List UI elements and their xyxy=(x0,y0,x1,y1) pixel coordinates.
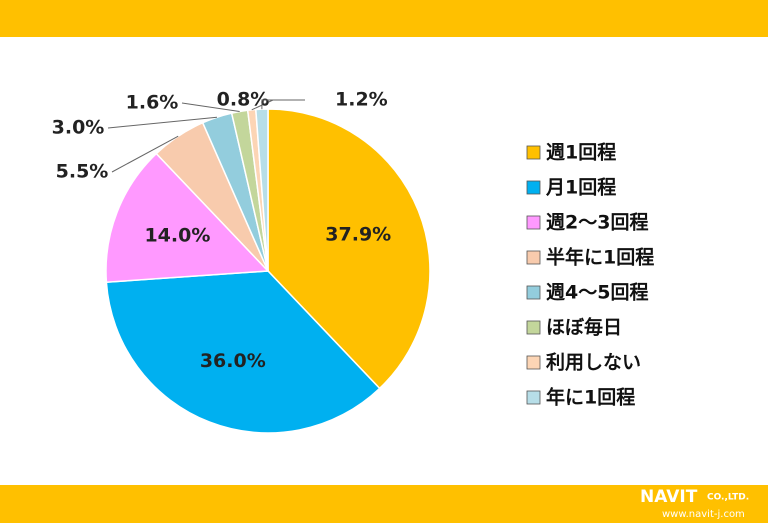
legend-swatch xyxy=(526,215,541,230)
data-label: 1.2% xyxy=(335,89,388,111)
legend-swatch xyxy=(526,250,541,265)
logo-url: www.navit-j.com xyxy=(662,509,745,520)
legend-swatch xyxy=(526,390,541,405)
bottom-band xyxy=(0,485,768,523)
leader-line xyxy=(261,99,305,110)
legend-label: 年に1回程 xyxy=(546,386,635,409)
data-label: 36.0% xyxy=(200,350,266,372)
legend-label: ほぼ毎日 xyxy=(546,316,622,339)
legend-label: 利用しない xyxy=(546,352,641,374)
leader-line xyxy=(107,116,218,129)
data-label: 1.6% xyxy=(126,92,179,114)
data-label: 37.9% xyxy=(325,223,391,245)
leader-line xyxy=(181,102,240,112)
legend-label: 週2～3回程 xyxy=(546,212,648,234)
data-label: 5.5% xyxy=(56,161,109,183)
pie-slice xyxy=(105,152,270,283)
legend-swatch xyxy=(526,285,541,300)
data-label: 3.0% xyxy=(52,117,105,139)
legend-swatch xyxy=(526,180,541,195)
data-label: 14.0% xyxy=(144,224,210,246)
leader-line xyxy=(111,135,179,173)
legend-swatch xyxy=(526,320,541,335)
logo-suffix: CO.,LTD. xyxy=(707,493,749,503)
legend-label: 週1回程 xyxy=(546,142,616,164)
legend-label: 半年に1回程 xyxy=(546,246,654,269)
legend-label: 週4～5回程 xyxy=(546,282,648,304)
legend-label: 月1回程 xyxy=(545,177,616,199)
pie-slice xyxy=(267,108,431,390)
top-band xyxy=(0,0,768,37)
logo: NAVIT xyxy=(640,487,698,507)
legend-swatch xyxy=(526,355,541,370)
pie-slice xyxy=(105,270,381,434)
data-label: 0.8% xyxy=(217,89,270,111)
legend-swatch xyxy=(526,145,541,160)
